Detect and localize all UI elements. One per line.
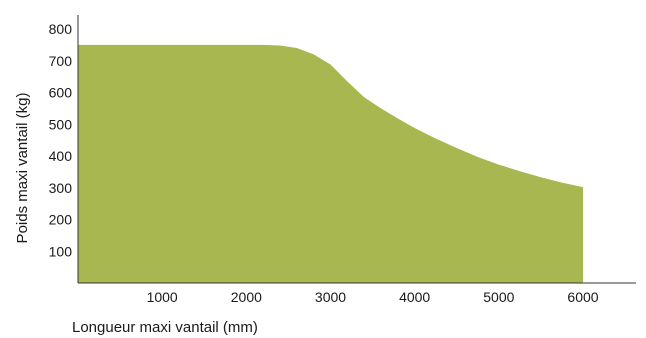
y-tick-labels: 100 200 300 400 500 600 700 800 [49,21,73,259]
x-tick-labels: 1000 2000 3000 4000 5000 6000 [147,289,599,305]
y-tick-label: 100 [49,243,73,259]
x-axis-label: Longueur maxi vantail (mm) [72,319,258,336]
x-tick-label: 6000 [567,289,598,305]
x-tick-label: 1000 [147,289,178,305]
x-tick-label: 2000 [231,289,262,305]
x-tick-label: 4000 [399,289,430,305]
y-tick-label: 600 [49,85,73,101]
y-tick-label: 200 [49,212,73,228]
chart-area-fill [78,44,583,283]
y-tick-label: 500 [49,116,73,132]
y-axis-label: Poids maxi vantail (kg) [14,93,31,244]
y-tick-label: 800 [49,21,73,37]
x-tick-label: 3000 [315,289,346,305]
y-tick-label: 400 [49,148,73,164]
y-tick-label: 300 [49,180,73,196]
x-tick-label: 5000 [483,289,514,305]
y-tick-label: 700 [49,53,73,69]
